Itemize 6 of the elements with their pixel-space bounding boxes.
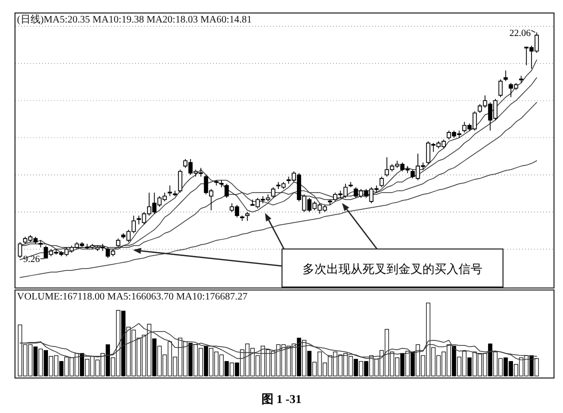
text: 多次出现从死叉到金叉的买入信号 <box>302 262 482 276</box>
caption: 图 1 -31 <box>262 392 302 406</box>
chart-title: (日线)MA5:20.35 MA10:19.38 MA20:18.03 MA60:14.81 <box>17 14 252 26</box>
annotation: 22.06 <box>509 28 531 39</box>
chart-title: VOLUME:167118.00 MA5:166063.70 MA10:176687.27 <box>17 292 248 302</box>
annotation: 9.26 <box>23 255 40 266</box>
